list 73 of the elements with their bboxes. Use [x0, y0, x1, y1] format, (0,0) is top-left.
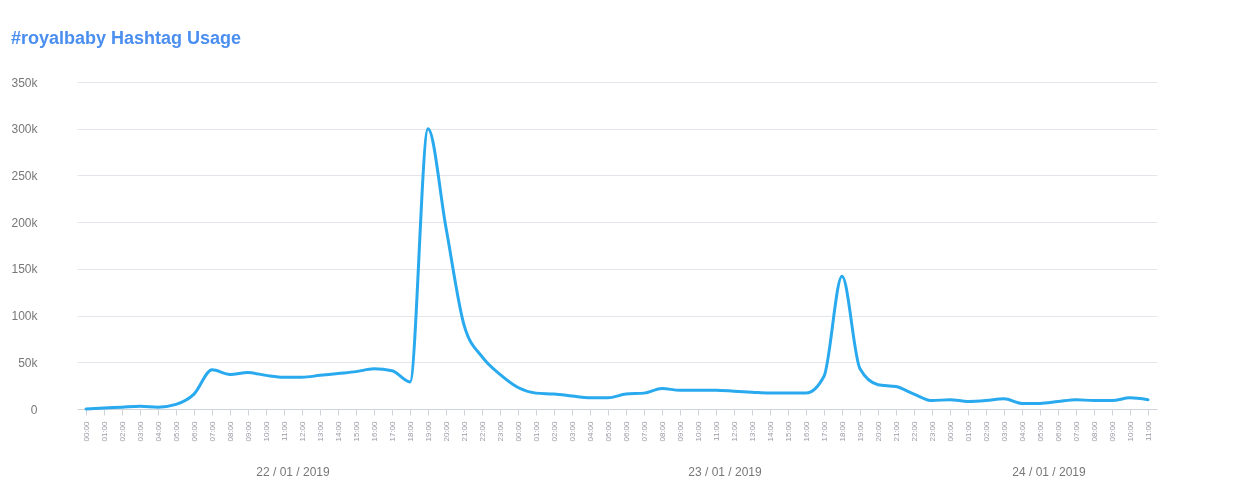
text: 23 / 01 / 2019: [688, 465, 763, 479]
x-tick-label: 04:00: [153, 420, 163, 442]
chart-title: #royalbaby Hashtag Usage: [10, 28, 242, 48]
x-tick-label: 16:00: [369, 420, 379, 442]
text: 22 / 01 / 2019: [256, 465, 331, 479]
x-tick-label: 23:00: [495, 420, 505, 442]
x-tick-label: 05:00: [171, 420, 181, 442]
x-tick-label: 14:00: [333, 420, 343, 442]
x-tick-label: 15:00: [351, 420, 361, 442]
x-tick-label: 17:00: [387, 420, 397, 442]
x-tick-label: 08:00: [1089, 420, 1099, 442]
x-tick-label: 06:00: [189, 420, 199, 442]
x-tick-label: 10:00: [261, 420, 271, 442]
y-tick-label: 50k: [18, 355, 39, 370]
x-tick-label: 20:00: [441, 420, 451, 442]
x-tick-label: 05:00: [1035, 420, 1045, 442]
x-tick-label: 04:00: [1017, 420, 1027, 442]
x-tick-label: 09:00: [1107, 420, 1117, 442]
x-tick-label: 18:00: [837, 420, 847, 442]
x-tick-label: 00:00: [81, 420, 91, 442]
x-tick-label: 03:00: [135, 420, 145, 442]
x-tick-label: 01:00: [963, 420, 973, 442]
x-tick-label: 16:00: [801, 420, 811, 442]
x-tick-label: 17:00: [819, 420, 829, 442]
x-tick-label: 01:00: [531, 420, 541, 442]
y-tick-label: 150k: [11, 262, 39, 277]
x-tick-label: 13:00: [315, 420, 325, 442]
x-tick-label: 10:00: [1125, 420, 1135, 442]
x-tick-label: 00:00: [513, 420, 523, 442]
x-tick-label: 03:00: [999, 420, 1009, 442]
y-tick-label: 300k: [11, 122, 39, 137]
x-tick-label: 21:00: [891, 420, 901, 442]
y-tick-label: 200k: [11, 215, 39, 230]
x-tick-label: 19:00: [855, 420, 865, 442]
x-tick-label: 11:00: [711, 420, 721, 441]
x-tick-label: 07:00: [1071, 420, 1081, 442]
x-tick-label: 20:00: [873, 420, 883, 442]
x-tick-label: 11:00: [1143, 420, 1153, 441]
y-tick-label: 350k: [11, 75, 39, 90]
y-tick-label: 100k: [11, 309, 39, 324]
x-tick-label: 09:00: [675, 420, 685, 442]
x-tick-label: 06:00: [1053, 420, 1063, 442]
x-tick-label: 14:00: [765, 420, 775, 442]
x-tick-label: 22:00: [909, 420, 919, 442]
x-tick-label: 07:00: [639, 420, 649, 442]
x-tick-label: 15:00: [783, 420, 793, 442]
x-tick-label: 04:00: [585, 420, 595, 442]
x-tick-label: 23:00: [927, 420, 937, 442]
x-tick-label: 18:00: [405, 420, 415, 442]
y-tick-label: 0: [30, 402, 38, 417]
x-tick-label: 21:00: [459, 420, 469, 442]
x-tick-label: 12:00: [297, 420, 307, 442]
x-tick-label: 02:00: [549, 420, 559, 442]
x-tick-label: 02:00: [981, 420, 991, 442]
x-tick-label: 19:00: [423, 420, 433, 442]
x-tick-label: 10:00: [693, 420, 703, 442]
x-tick-label: 02:00: [117, 420, 127, 442]
x-tick-label: 22:00: [477, 420, 487, 442]
x-tick-label: 08:00: [657, 420, 667, 442]
y-tick-label: 250k: [11, 168, 39, 183]
text: 24 / 01 / 2019: [1012, 465, 1087, 479]
x-tick-label: 12:00: [729, 420, 739, 442]
x-tick-label: 08:00: [225, 420, 235, 442]
x-tick-label: 03:00: [567, 420, 577, 442]
line-series: [84, 127, 1150, 411]
x-tick-label: 06:00: [621, 420, 631, 442]
x-tick-label: 07:00: [207, 420, 217, 442]
x-tick-label: 11:00: [279, 420, 289, 441]
x-tick-label: 09:00: [243, 420, 253, 442]
x-tick-label: 00:00: [945, 420, 955, 442]
x-tick-label: 05:00: [603, 420, 613, 442]
x-tick-label: 13:00: [747, 420, 757, 442]
x-tick-label: 01:00: [99, 420, 109, 442]
